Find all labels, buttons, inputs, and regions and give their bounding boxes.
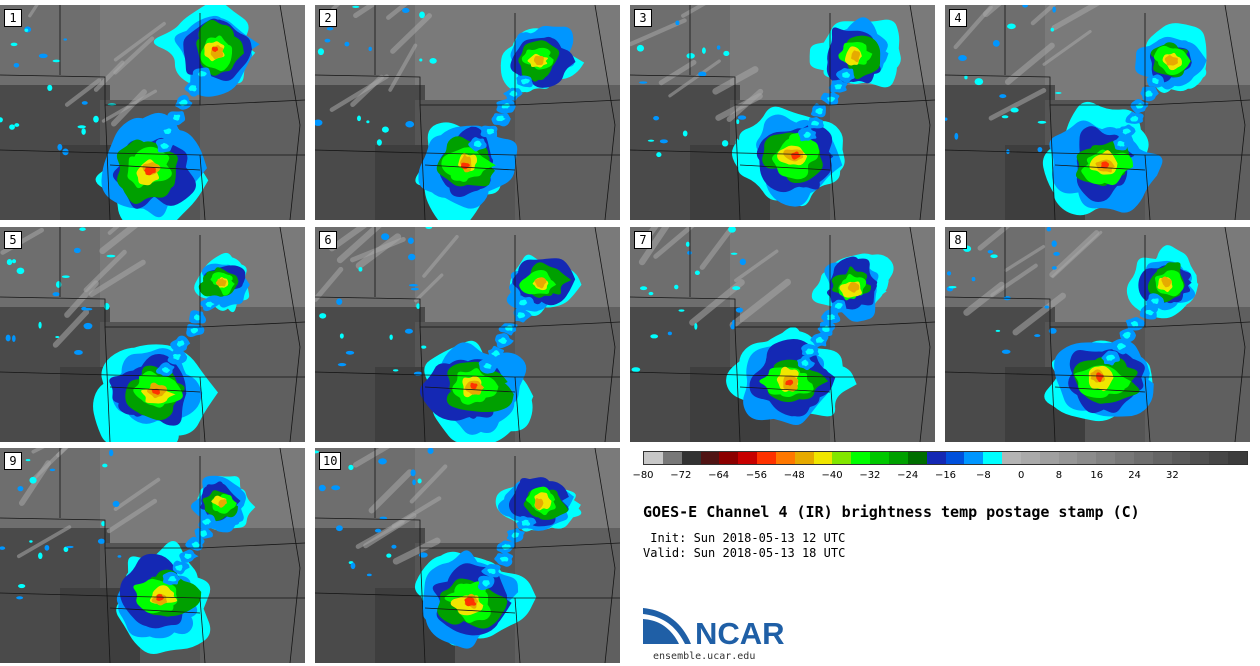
init-time: Init: Sun 2018-05-13 12 UTC: [643, 531, 846, 545]
colorbar-segment: [907, 452, 927, 464]
ir-satellite-image: [945, 227, 1250, 442]
panel-number: 3: [634, 9, 652, 27]
colorbar-tick-label: −40: [821, 470, 843, 481]
colorbar-segment: [1020, 452, 1040, 464]
colorbar-segment: [681, 452, 701, 464]
ir-satellite-image: [945, 5, 1250, 220]
map-panel-10[interactable]: 10: [315, 448, 620, 663]
colorbar-tick-label: −32: [859, 470, 881, 481]
map-panel-8[interactable]: 8: [945, 227, 1250, 442]
colorbar-segment: [851, 452, 871, 464]
colorbar-segment: [1133, 452, 1153, 464]
map-panel-2[interactable]: 2: [315, 5, 620, 220]
panel-number: 1: [4, 9, 22, 27]
colorbar-tick-labels: −80 −72 −64 −56 −48 −40 −32 −24 −16 −8 0 8 16 24 32: [632, 470, 1248, 484]
colorbar-segment: [1039, 452, 1059, 464]
colorbar-tick-label: 8: [1055, 470, 1063, 481]
colorbar-tick-label: 24: [1128, 470, 1141, 481]
figure-title: GOES-E Channel 4 (IR) brightness temp po…: [643, 503, 1140, 521]
panel-number: 4: [949, 9, 967, 27]
ir-satellite-image: [315, 5, 620, 220]
colorbar-segment: [1096, 452, 1116, 464]
colorbar-segment: [1115, 452, 1134, 464]
colorbar-segment: [964, 452, 984, 464]
colorbar-segment: [1077, 452, 1097, 464]
valid-time: Valid: Sun 2018-05-13 18 UTC: [643, 546, 846, 560]
ir-satellite-image: [0, 448, 305, 663]
colorbar-segment: [700, 452, 720, 464]
colorbar-segment: [1209, 452, 1229, 464]
ncar-logo-mark: NCAR ensemble.ucar.edu: [643, 608, 785, 662]
colorbar-segment: [662, 452, 682, 464]
panel-number: 2: [319, 9, 337, 27]
ir-satellite-image: [630, 227, 935, 442]
map-panel-5[interactable]: 5: [0, 227, 305, 442]
colorbar-segment: [794, 452, 814, 464]
colorbar-segment: [775, 452, 795, 464]
colorbar-segment: [1152, 452, 1172, 464]
map-panel-7[interactable]: 7: [630, 227, 935, 442]
panel-number: 9: [4, 452, 22, 470]
logo-url: ensemble.ucar.edu: [653, 651, 755, 662]
colorbar-segment: [888, 452, 908, 464]
colorbar-tick-label: −56: [745, 470, 767, 481]
colorbar-segment: [983, 452, 1003, 464]
map-panel-3[interactable]: 3: [630, 5, 935, 220]
map-panel-4[interactable]: 4: [945, 5, 1250, 220]
colorbar-tick-label: 32: [1166, 470, 1179, 481]
colorbar-segment: [1002, 452, 1021, 464]
colorbar-segment: [926, 452, 946, 464]
colorbar-segment: [1171, 452, 1191, 464]
colorbar: [643, 451, 1248, 465]
ir-satellite-image: [0, 227, 305, 442]
colorbar-segment: [719, 452, 739, 464]
colorbar-segment: [738, 452, 758, 464]
colorbar-tick-label: −8: [975, 470, 991, 481]
ir-satellite-image: [315, 448, 620, 663]
panel-number: 10: [319, 452, 342, 470]
colorbar-segment: [1190, 452, 1210, 464]
ir-satellite-image: [0, 5, 305, 220]
colorbar-segment: [870, 452, 889, 464]
panel-number: 6: [319, 231, 337, 249]
colorbar-tick-label: 0: [1017, 470, 1025, 481]
colorbar-tick-label: −72: [670, 470, 692, 481]
colorbar-segment: [757, 452, 776, 464]
colorbar-tick-label: −24: [897, 470, 919, 481]
panel-number: 5: [4, 231, 22, 249]
colorbar-tick-label: 16: [1090, 470, 1104, 481]
map-panel-9[interactable]: 9: [0, 448, 305, 663]
colorbar-segment: [1228, 452, 1247, 464]
ir-satellite-image: [315, 227, 620, 442]
colorbar-segment: [644, 452, 663, 464]
map-panel-1[interactable]: 1: [0, 5, 305, 220]
colorbar-tick-label: −48: [783, 470, 805, 481]
colorbar-tick-label: −64: [708, 470, 730, 481]
logo-text: NCAR: [695, 616, 785, 651]
ir-satellite-image: [630, 5, 935, 220]
colorbar-segment: [813, 452, 833, 464]
colorbar-tick-label: −16: [934, 470, 957, 481]
colorbar-segment: [832, 452, 852, 464]
colorbar-tick-label: −80: [632, 470, 654, 481]
colorbar-segment: [1058, 452, 1078, 464]
panel-number: 7: [634, 231, 652, 249]
ncar-logo[interactable]: NCAR ensemble.ucar.edu: [643, 604, 793, 662]
colorbar-segment: [945, 452, 965, 464]
map-panel-6[interactable]: 6: [315, 227, 620, 442]
panel-number: 8: [949, 231, 967, 249]
